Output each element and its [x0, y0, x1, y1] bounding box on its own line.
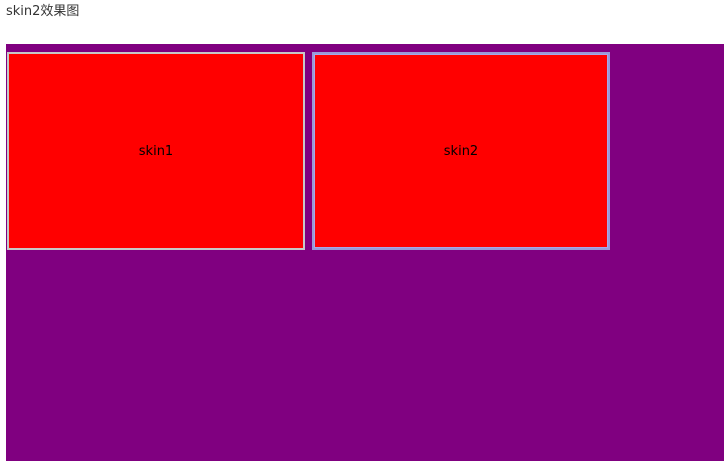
skin2-box[interactable]: skin2: [312, 52, 610, 250]
skin1-label: skin1: [138, 143, 174, 159]
skin-preview-area: skin1 skin2: [6, 44, 724, 461]
page-title: skin2效果图: [6, 4, 80, 19]
skin1-box[interactable]: skin1: [7, 52, 305, 250]
skin2-label: skin2: [443, 143, 479, 159]
